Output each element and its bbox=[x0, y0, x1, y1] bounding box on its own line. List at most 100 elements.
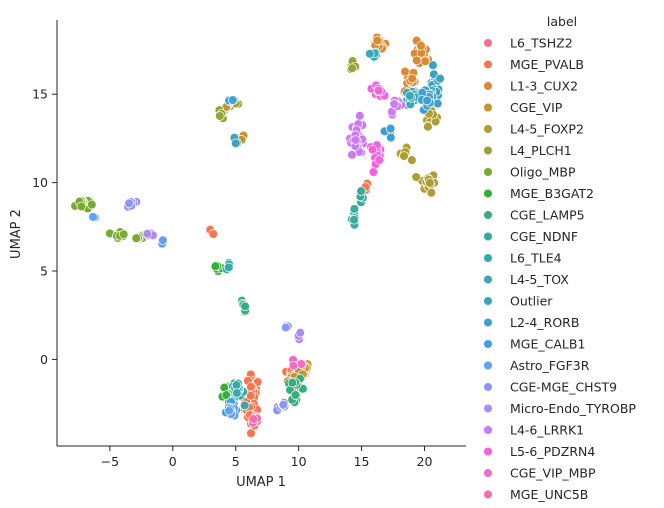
legend-label: L6_TLE4 bbox=[510, 251, 562, 266]
legend-label: Astro_FGF3R bbox=[510, 358, 590, 373]
legend-label: CGE-MGE_CHST9 bbox=[510, 380, 617, 395]
scatter-point bbox=[215, 111, 225, 121]
x-tick-label: 20 bbox=[417, 454, 433, 469]
legend-label: CGE_VIP bbox=[510, 100, 563, 115]
legend-item: CGE_NDNF bbox=[483, 229, 578, 244]
scatter-point bbox=[407, 73, 417, 84]
legend-marker bbox=[483, 274, 493, 285]
legend-marker bbox=[483, 468, 493, 478]
scatter-point bbox=[349, 215, 359, 225]
legend-label: L4-5_FOXP2 bbox=[510, 122, 584, 137]
legend-item: MGE_UNC5B bbox=[483, 487, 588, 502]
scatter-point bbox=[405, 91, 415, 101]
scatter-point bbox=[355, 111, 365, 121]
legend-marker bbox=[483, 489, 493, 500]
legend-label: L4_PLCH1 bbox=[510, 143, 572, 158]
legend-label: CGE_NDNF bbox=[510, 229, 578, 244]
x-tick-label: 0 bbox=[169, 454, 177, 469]
legend-marker bbox=[483, 81, 493, 91]
scatter-point bbox=[426, 187, 437, 198]
legend: label L6_TSHZ2MGE_PVALBL1-3_CUX2CGE_VIPL… bbox=[483, 14, 636, 502]
scatter-point bbox=[367, 144, 378, 155]
scatter-point bbox=[224, 405, 234, 416]
x-tick-label: 10 bbox=[291, 454, 307, 469]
legend-item: CGE-MGE_CHST9 bbox=[483, 380, 617, 395]
scatter-point bbox=[278, 400, 289, 410]
scatter-point bbox=[389, 99, 399, 109]
x-tick-label: 5 bbox=[232, 454, 240, 469]
legend-label: MGE_PVALB bbox=[510, 57, 584, 72]
legend-label: CGE_VIP_MBP bbox=[510, 466, 596, 481]
legend-label: Oligo_MBP bbox=[510, 165, 576, 180]
y-tick-label: 5 bbox=[40, 264, 48, 279]
scatter-point bbox=[87, 199, 97, 210]
legend-label: L2-4_RORB bbox=[510, 315, 579, 330]
legend-label: MGE_UNC5B bbox=[510, 487, 588, 502]
scatter-point bbox=[131, 233, 142, 243]
scatter-point bbox=[221, 390, 232, 400]
scatter-point bbox=[399, 151, 409, 161]
legend-item: MGE_PVALB bbox=[483, 57, 584, 72]
x-ticks: −5 0 5 10 15 20 bbox=[101, 446, 433, 469]
legend-label: Outlier bbox=[510, 294, 553, 309]
legend-item: L4-5_TOX bbox=[483, 272, 569, 287]
legend-items: L6_TSHZ2 MGE_PVALB L1-3_CUX2 CGE_VIP L4-5_FO… bbox=[483, 36, 636, 502]
legend-label: Micro-Endo_TYROBP bbox=[510, 401, 636, 416]
scatter-point bbox=[423, 121, 433, 132]
legend-marker bbox=[483, 317, 493, 328]
scatter-point bbox=[365, 49, 375, 59]
scatter-point bbox=[407, 155, 417, 165]
scatter-point bbox=[411, 55, 422, 66]
legend-label: L1-3_CUX2 bbox=[510, 79, 578, 94]
legend-item: L6_TLE4 bbox=[483, 251, 562, 266]
scatter-point bbox=[118, 229, 129, 240]
legend-item: L2-4_RORB bbox=[483, 315, 579, 330]
legend-item: L1-3_CUX2 bbox=[483, 79, 578, 94]
y-tick-label: 0 bbox=[40, 352, 48, 367]
legend-label: L4-5_TOX bbox=[510, 272, 569, 287]
legend-marker bbox=[483, 38, 493, 48]
legend-marker bbox=[483, 403, 493, 414]
y-tick-label: 10 bbox=[32, 175, 48, 190]
x-axis-label: UMAP 1 bbox=[236, 475, 286, 490]
legend-label: L6_TSHZ2 bbox=[510, 36, 573, 51]
legend-item: MGE_B3GAT2 bbox=[483, 186, 594, 201]
y-axis-label: UMAP 2 bbox=[9, 209, 24, 259]
legend-item: L4_PLCH1 bbox=[483, 143, 572, 158]
scatter-point bbox=[76, 201, 87, 212]
legend-item: L4-6_LRRK1 bbox=[483, 423, 584, 438]
legend-item: CGE_VIP bbox=[483, 100, 563, 115]
legend-item: L4-5_FOXP2 bbox=[483, 122, 584, 137]
scatter-point bbox=[411, 172, 421, 182]
scatter-point bbox=[435, 73, 445, 84]
scatter-point bbox=[288, 360, 299, 371]
scatter-point bbox=[248, 414, 259, 424]
scatter-point bbox=[356, 186, 366, 196]
scatter-point bbox=[350, 135, 361, 145]
scatter-point bbox=[349, 204, 360, 214]
legend-item: Oligo_MBP bbox=[483, 165, 576, 180]
legend-marker bbox=[483, 446, 493, 457]
legend-marker bbox=[483, 296, 493, 306]
scatter-point bbox=[296, 359, 307, 369]
legend-item: Outlier bbox=[483, 294, 553, 309]
scatter-point bbox=[373, 85, 384, 96]
legend-title: label bbox=[547, 14, 577, 29]
legend-marker bbox=[483, 382, 493, 392]
scatter-point bbox=[210, 261, 221, 271]
legend-marker bbox=[483, 210, 493, 220]
legend-item: L6_TSHZ2 bbox=[483, 36, 573, 51]
legend-marker bbox=[483, 102, 493, 113]
scatter-point bbox=[231, 138, 241, 149]
scatter-point bbox=[232, 388, 242, 398]
legend-marker bbox=[483, 231, 493, 242]
scatter-point bbox=[416, 41, 426, 51]
legend-marker bbox=[483, 167, 493, 177]
scatter-point bbox=[400, 66, 410, 77]
y-tick-label: 15 bbox=[32, 87, 48, 102]
scatter-point bbox=[158, 235, 168, 246]
legend-marker bbox=[483, 59, 493, 70]
legend-marker bbox=[483, 339, 493, 349]
scatter-point bbox=[422, 95, 432, 106]
